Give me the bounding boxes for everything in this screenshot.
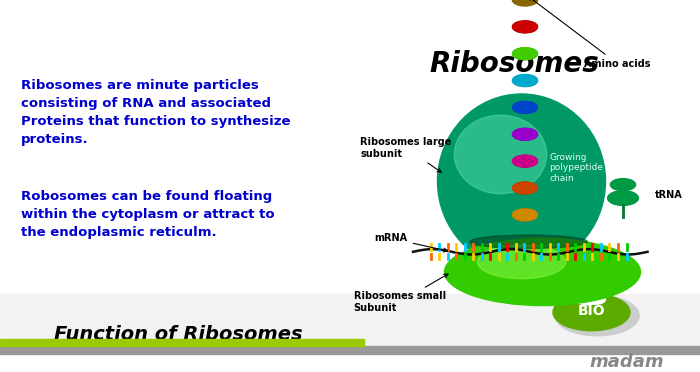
Text: Amino acids: Amino acids: [528, 0, 651, 69]
Circle shape: [512, 21, 538, 33]
Ellipse shape: [470, 235, 587, 248]
Text: Ribosomes large
subunit: Ribosomes large subunit: [360, 137, 452, 172]
Circle shape: [610, 179, 636, 191]
Ellipse shape: [454, 115, 547, 194]
Circle shape: [608, 191, 638, 205]
Circle shape: [512, 182, 538, 194]
Circle shape: [553, 294, 630, 331]
Bar: [0, 339, 364, 346]
Text: Robosomes can be found floating
within the cytoplasm or attract to
the endoplasm: Robosomes can be found floating within t…: [21, 190, 274, 239]
Circle shape: [512, 209, 538, 221]
Circle shape: [555, 295, 639, 336]
Ellipse shape: [438, 94, 606, 269]
Ellipse shape: [444, 238, 640, 305]
Text: Function of Ribosomes: Function of Ribosomes: [54, 325, 303, 344]
Circle shape: [512, 155, 538, 167]
Text: madam: madam: [589, 353, 664, 371]
Circle shape: [512, 102, 538, 113]
Circle shape: [512, 48, 538, 60]
Text: mRNA: mRNA: [374, 233, 447, 252]
Text: Ribosomes: Ribosomes: [430, 50, 599, 78]
Text: Ribosomes are minute particles
consisting of RNA and associated
Proteins that fu: Ribosomes are minute particles consistin…: [21, 79, 290, 146]
Bar: [0, 294, 700, 346]
Circle shape: [576, 294, 598, 305]
Text: tRNA: tRNA: [654, 190, 682, 200]
Circle shape: [512, 128, 538, 140]
Text: Growing
polypeptide
chain: Growing polypeptide chain: [550, 153, 603, 183]
Circle shape: [586, 295, 606, 304]
Circle shape: [512, 0, 538, 6]
Text: BIO: BIO: [578, 304, 606, 318]
Text: Ribosomes small
Subunit: Ribosomes small Subunit: [354, 274, 448, 313]
Ellipse shape: [477, 245, 566, 279]
Circle shape: [512, 74, 538, 87]
Bar: [0, 346, 700, 353]
